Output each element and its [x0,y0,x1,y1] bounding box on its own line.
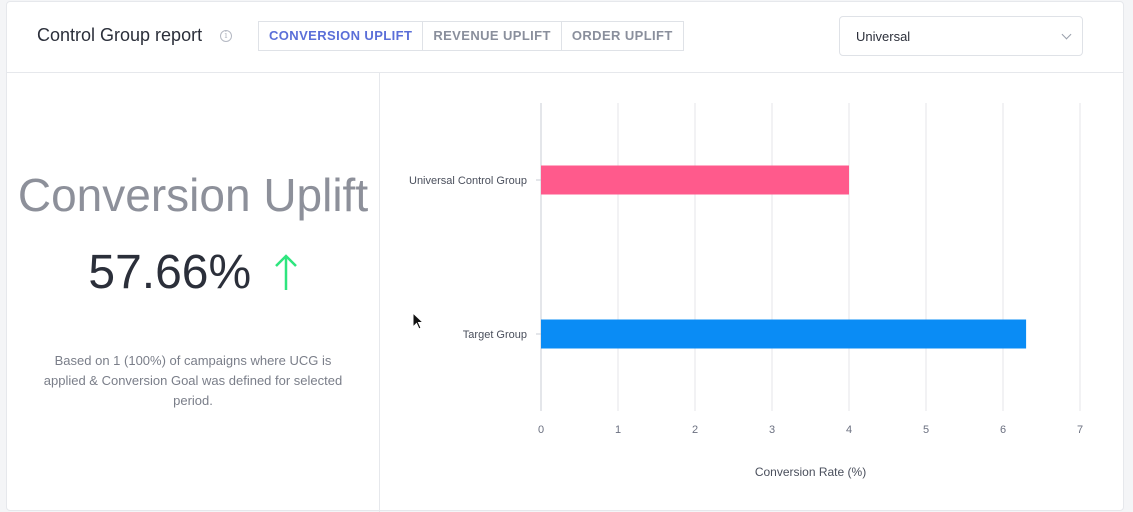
uplift-note: Based on 1 (100%) of campaigns where UCG… [43,353,343,408]
control-group-select-value: Universal [856,29,911,44]
info-icon[interactable]: i [220,30,232,42]
mouse-cursor-icon [412,312,425,330]
uplift-value: 57.66% [88,246,252,299]
report-header: Control Group report i CONVERSION UPLIFT… [7,2,1123,73]
control-group-select[interactable]: Universal [839,16,1083,56]
x-tick-label: 0 [538,424,544,436]
tab-revenue-uplift[interactable]: REVENUE UPLIFT [423,22,562,50]
metric-tabs: CONVERSION UPLIFT REVENUE UPLIFT ORDER U… [258,21,684,51]
x-tick-label: 4 [846,424,852,436]
conversion-rate-chart: 0 1 2 3 4 5 6 7 Universal Control Group Target Gr… [409,103,1083,479]
control-group-report-card: Control Group report i CONVERSION UPLIFT… [6,1,1124,512]
uplift-summary: Conversion Uplift 57.66% Based on 1 (100… [7,73,379,511]
x-tick-label: 3 [769,424,775,436]
chevron-down-icon [1061,29,1072,40]
x-tick-label: 2 [692,424,698,436]
tab-order-uplift[interactable]: ORDER UPLIFT [571,28,673,43]
y-category-label: Universal Control Group [409,175,527,187]
x-tick-label: 6 [1000,424,1006,436]
x-axis-label: Conversion Rate (%) [755,465,866,479]
panel-divider [379,72,380,512]
tab-conversion-uplift[interactable]: CONVERSION UPLIFT [259,22,424,50]
uplift-heading: Conversion Uplift [17,169,369,221]
uplift-metric: 57.66% [7,245,379,300]
report-title: Control Group report [37,25,203,45]
x-tick-label: 5 [923,424,929,436]
bar [541,165,849,195]
bar [541,319,1027,349]
x-tick-label: 7 [1077,424,1083,436]
arrow-up-icon [274,253,298,293]
x-tick-label: 1 [615,424,621,436]
y-category-label: Target Group [463,329,527,341]
